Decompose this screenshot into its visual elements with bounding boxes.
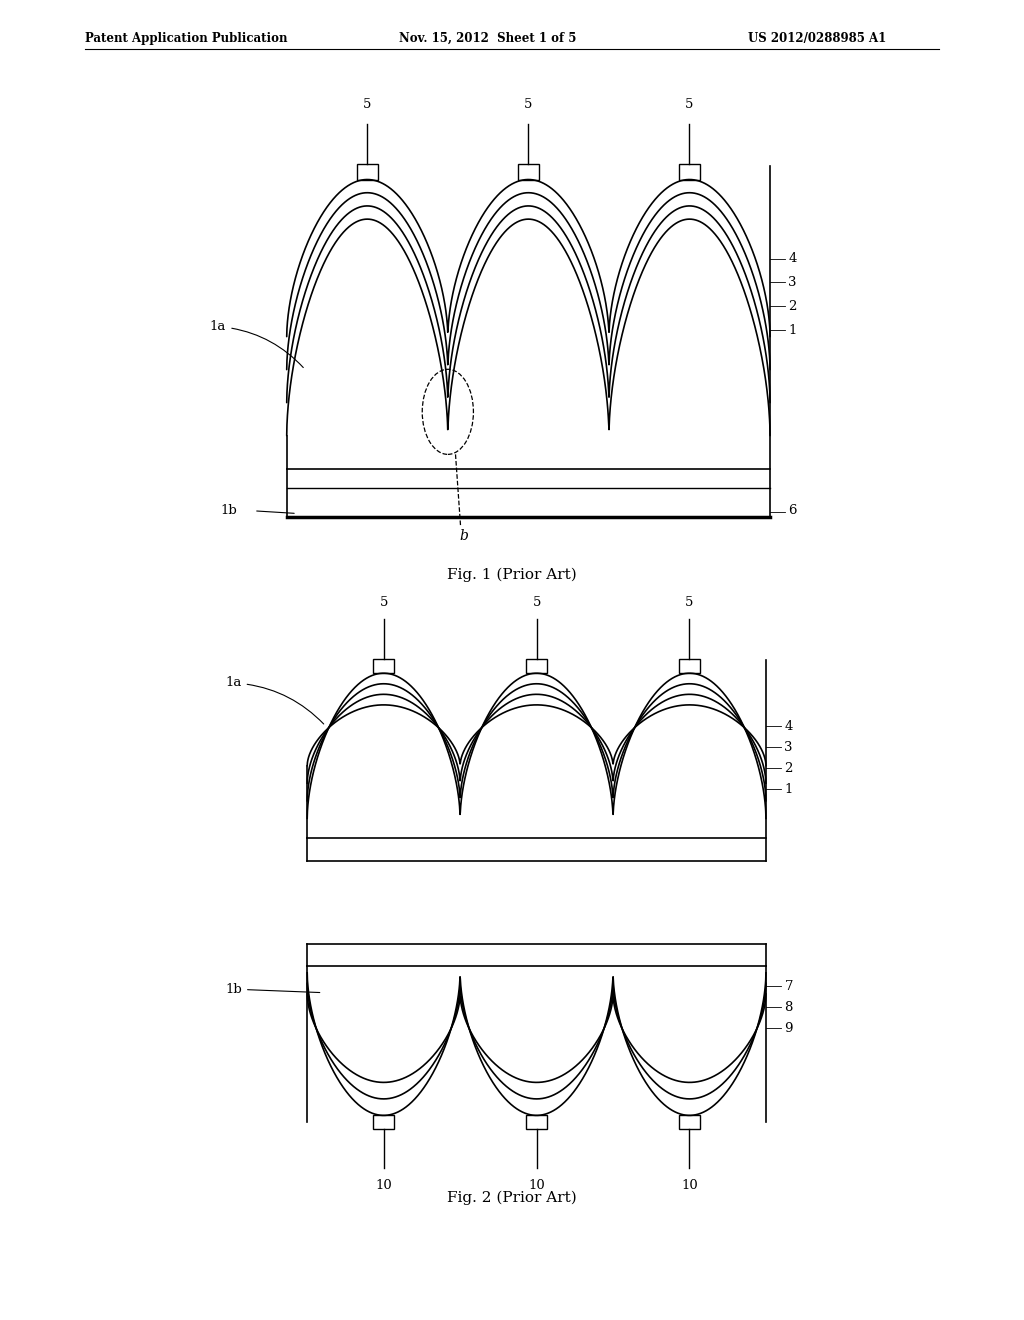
Text: 5: 5 xyxy=(685,98,693,111)
Text: 5: 5 xyxy=(380,595,388,609)
Text: 5: 5 xyxy=(524,98,532,111)
Text: 6: 6 xyxy=(788,504,797,517)
Text: b: b xyxy=(459,529,468,543)
Text: 9: 9 xyxy=(784,1022,793,1035)
Text: 4: 4 xyxy=(788,252,797,265)
Text: 1a: 1a xyxy=(210,319,303,367)
Bar xyxy=(526,1115,547,1129)
Bar xyxy=(679,164,699,180)
Text: 2: 2 xyxy=(784,762,793,775)
Text: 1: 1 xyxy=(788,323,797,337)
Text: 2: 2 xyxy=(788,300,797,313)
Text: 8: 8 xyxy=(784,1001,793,1014)
Bar xyxy=(357,164,378,180)
Text: 1b: 1b xyxy=(225,982,319,995)
Text: 5: 5 xyxy=(364,98,372,111)
Bar xyxy=(374,1115,394,1129)
Text: 3: 3 xyxy=(788,276,797,289)
Text: Patent Application Publication: Patent Application Publication xyxy=(85,32,288,45)
Text: 1b: 1b xyxy=(220,504,237,517)
Bar xyxy=(374,659,394,673)
Text: Nov. 15, 2012  Sheet 1 of 5: Nov. 15, 2012 Sheet 1 of 5 xyxy=(399,32,577,45)
Text: 7: 7 xyxy=(784,979,793,993)
Text: 10: 10 xyxy=(681,1179,698,1192)
Text: Fig. 1 (Prior Art): Fig. 1 (Prior Art) xyxy=(447,568,577,582)
Text: 4: 4 xyxy=(784,719,793,733)
Bar xyxy=(518,164,539,180)
Text: 1a: 1a xyxy=(225,676,324,723)
Text: 10: 10 xyxy=(528,1179,545,1192)
Bar xyxy=(526,659,547,673)
Text: US 2012/0288985 A1: US 2012/0288985 A1 xyxy=(748,32,886,45)
Text: 5: 5 xyxy=(532,595,541,609)
Bar xyxy=(679,659,699,673)
Text: 5: 5 xyxy=(685,595,693,609)
Text: Fig. 2 (Prior Art): Fig. 2 (Prior Art) xyxy=(447,1191,577,1205)
Text: 3: 3 xyxy=(784,741,793,754)
Text: 10: 10 xyxy=(375,1179,392,1192)
Text: 1: 1 xyxy=(784,783,793,796)
Bar xyxy=(679,1115,699,1129)
